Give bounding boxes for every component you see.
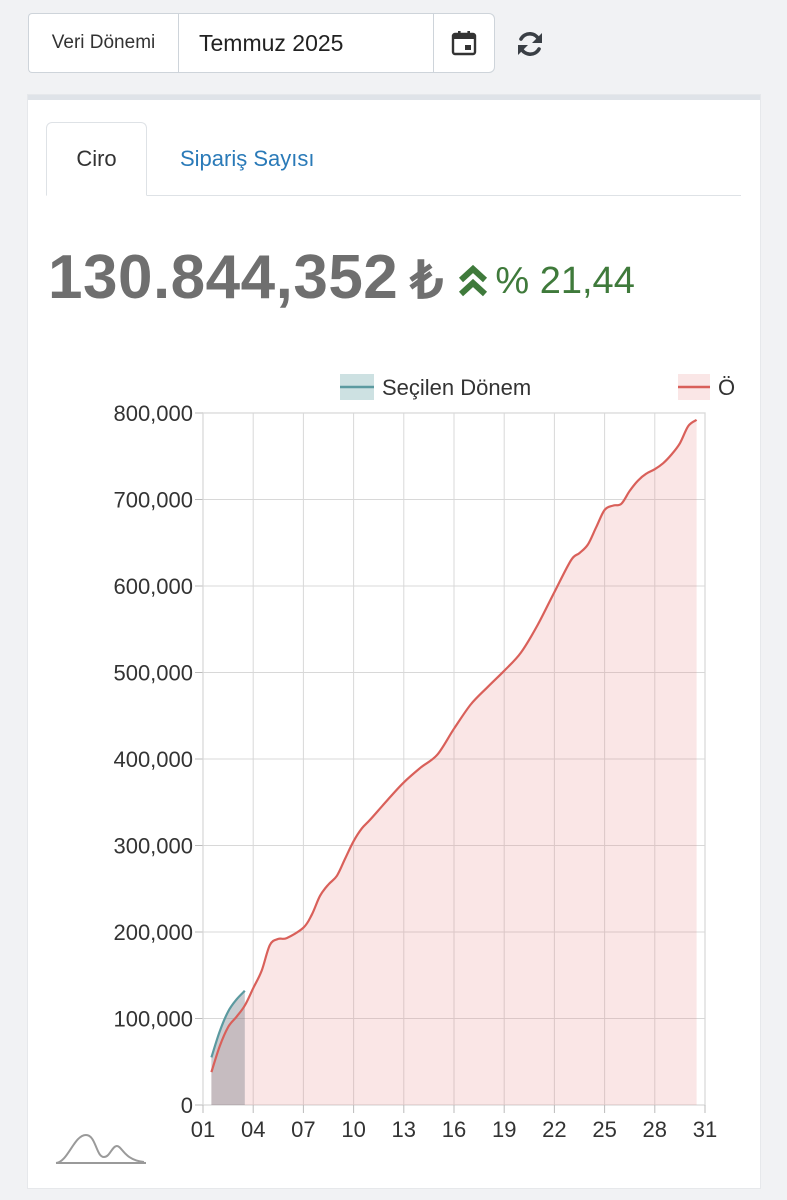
x-tick-label: 16: [442, 1117, 466, 1142]
y-tick-label: 400,000: [113, 747, 193, 772]
x-tick-label: 19: [492, 1117, 516, 1142]
calendar-button[interactable]: [434, 13, 495, 73]
chart-logo-icon: [55, 1133, 146, 1164]
series-line: [210, 990, 246, 1058]
y-tick-label: 600,000: [113, 574, 193, 599]
x-tick-label: 28: [643, 1117, 667, 1142]
x-tick-label: 25: [592, 1117, 616, 1142]
x-tick-label: 01: [191, 1117, 215, 1142]
y-tick-label: 500,000: [113, 661, 193, 686]
chart-grid: [195, 412, 706, 1113]
chart-lines: [210, 418, 698, 1073]
y-tick-label: 100,000: [113, 1007, 193, 1032]
revenue-card: Ciro Sipariş Sayısı 130.844,352 ₺ % 21,4…: [28, 95, 760, 1188]
y-tick-label: 800,000: [113, 401, 193, 426]
tab-bar: Ciro Sipariş Sayısı: [46, 122, 741, 196]
kpi-currency: ₺: [410, 252, 444, 310]
y-axis-ticks: 0 100,000 200,000 300,000 400,000 500,000 600,…: [113, 401, 193, 1118]
x-tick-label: 31: [693, 1117, 717, 1142]
x-tick-label: 07: [291, 1117, 315, 1142]
kpi-summary: 130.844,352 ₺ % 21,44: [48, 242, 635, 313]
chart-legend: Seçilen Dönem Ö: [340, 374, 735, 400]
y-tick-label: 200,000: [113, 920, 193, 945]
x-tick-label: 04: [241, 1117, 265, 1142]
x-tick-label: 22: [542, 1117, 566, 1142]
tab-siparis-sayisi[interactable]: Sipariş Sayısı: [180, 146, 315, 171]
calendar-icon: [451, 31, 477, 56]
y-tick-label: 300,000: [113, 834, 193, 859]
revenue-chart: 0 100,000 200,000 300,000 400,000 500,000 600,…: [55, 374, 735, 1164]
period-input[interactable]: [178, 13, 434, 73]
series-line: [210, 418, 698, 1073]
double-chevron-up-icon: [459, 264, 488, 297]
period-label: Veri Dönemi: [28, 13, 178, 73]
y-tick-label: 0: [181, 1093, 193, 1118]
x-tick-label: 13: [392, 1117, 416, 1142]
legend-label: Seçilen Dönem: [382, 375, 531, 400]
kpi-change-text: % 21,44: [495, 259, 635, 302]
y-tick-label: 700,000: [113, 488, 193, 513]
kpi-change: % 21,44: [457, 259, 635, 303]
legend-label: Ö: [718, 375, 735, 400]
series-area: [211, 419, 697, 1105]
tab-ciro[interactable]: Ciro: [46, 122, 147, 196]
x-tick-label: 10: [341, 1117, 365, 1142]
period-filter: Veri Dönemi: [28, 13, 495, 73]
kpi-value: 130.844,352: [48, 243, 399, 312]
series-area: [211, 990, 245, 1105]
chart-areas: [211, 419, 697, 1105]
refresh-icon: [518, 32, 542, 56]
x-axis-ticks: 01 04 07 10 13 16 19 22 25 28 31: [191, 1117, 717, 1142]
refresh-button[interactable]: [512, 24, 548, 64]
